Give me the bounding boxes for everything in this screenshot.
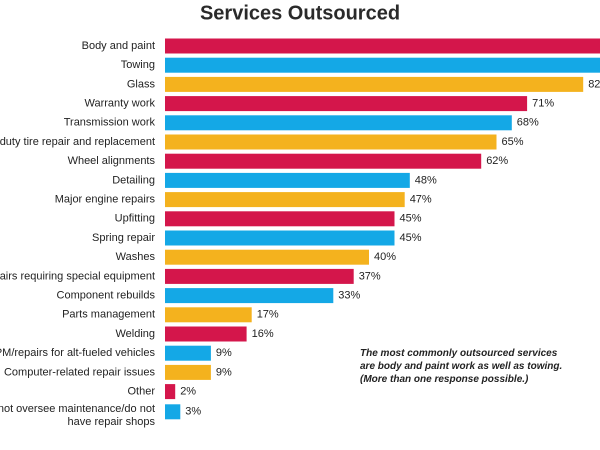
bar xyxy=(165,192,405,208)
category-label: Other xyxy=(127,386,155,398)
category-label: o not oversee maintenance/do not have rep… xyxy=(0,403,155,428)
category-label: y-duty tire repair and replacement xyxy=(0,136,155,148)
category-label: Welding xyxy=(115,328,155,340)
bar xyxy=(165,249,369,265)
value-label: 37% xyxy=(359,270,381,282)
bar xyxy=(165,384,176,400)
category-label: Component rebuilds xyxy=(57,290,156,302)
bar xyxy=(165,76,584,92)
bar xyxy=(165,211,395,227)
category-label: Towing xyxy=(121,59,155,71)
value-label: 62% xyxy=(486,155,508,167)
category-label: Warranty work xyxy=(85,98,156,110)
bar xyxy=(165,153,482,169)
value-label: 9% xyxy=(216,347,232,359)
bar xyxy=(165,96,528,112)
category-label: Major engine repairs xyxy=(55,194,156,206)
bar xyxy=(165,364,211,380)
value-label: 82 xyxy=(588,78,600,90)
bar xyxy=(165,326,247,342)
bar xyxy=(165,57,600,73)
category-label: Washes xyxy=(116,251,156,263)
value-label: 45% xyxy=(400,232,422,244)
value-label: 65% xyxy=(502,136,524,148)
bar xyxy=(165,115,512,131)
bar xyxy=(165,345,211,361)
bar xyxy=(165,288,334,304)
category-label: Wheel alignments xyxy=(68,155,156,167)
bar xyxy=(165,307,252,323)
category-label: Computer-related repair issues xyxy=(4,366,156,378)
value-label: 71% xyxy=(532,98,554,110)
category-label: Transmission work xyxy=(64,117,156,129)
chart-title: Services Outsourced xyxy=(200,2,400,24)
value-label: 3% xyxy=(185,406,201,418)
bar xyxy=(165,230,395,246)
bar xyxy=(165,172,410,188)
value-label: 47% xyxy=(410,194,432,206)
category-label: Glass xyxy=(127,78,156,90)
category-label: epairs requiring special equipment xyxy=(0,270,155,282)
category-label: Spring repair xyxy=(92,232,155,244)
value-label: 17% xyxy=(257,309,279,321)
value-label: 2% xyxy=(180,386,196,398)
value-label: 16% xyxy=(252,328,274,340)
bar xyxy=(165,38,600,54)
annotation: The most commonly outsourced services are… xyxy=(360,348,562,385)
value-label: 40% xyxy=(374,251,396,263)
category-label: Detailing xyxy=(112,174,155,186)
value-label: 48% xyxy=(415,174,437,186)
value-label: 9% xyxy=(216,366,232,378)
category-label: Parts management xyxy=(62,309,155,321)
category-label: Body and paint xyxy=(82,40,155,52)
category-label: PM/repairs for alt-fueled vehicles xyxy=(0,347,155,359)
bar xyxy=(165,134,497,150)
bar xyxy=(165,268,354,284)
value-label: 45% xyxy=(400,213,422,225)
value-label: 33% xyxy=(338,290,360,302)
category-label: Upfitting xyxy=(115,213,155,225)
value-label: 68% xyxy=(517,117,539,129)
bar xyxy=(165,404,181,420)
